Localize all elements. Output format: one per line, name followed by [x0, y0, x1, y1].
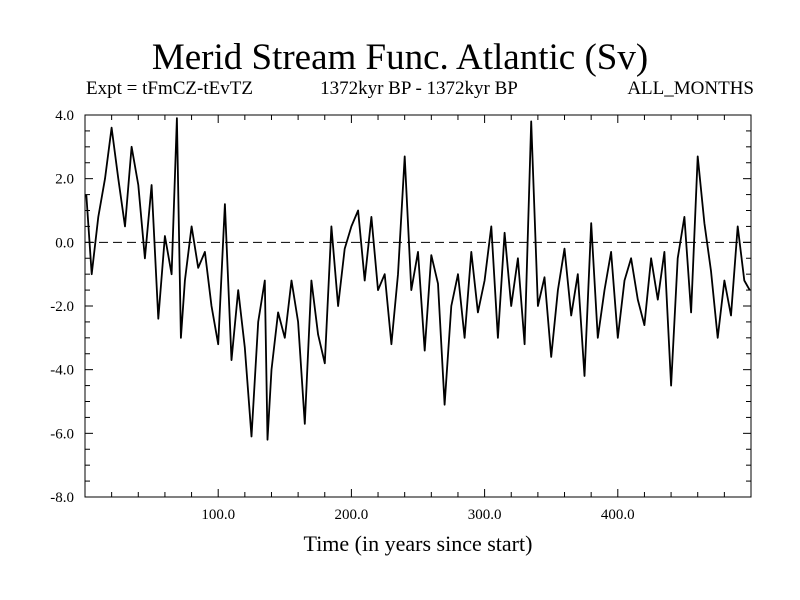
y-tick-label: 2.0 — [55, 172, 74, 188]
y-tick-label: -8.0 — [50, 490, 74, 506]
x-tick-label: 200.0 — [335, 507, 369, 523]
y-tick-label: -4.0 — [50, 363, 74, 379]
y-tick-label: 0.0 — [55, 235, 74, 251]
series-line — [85, 117, 751, 441]
chart-title: Merid Stream Func. Atlantic (Sv) — [151, 37, 649, 78]
period-label: 1372kyr BP - 1372kyr BP — [320, 78, 518, 99]
x-axis-label: Time (in years since start) — [304, 531, 533, 556]
x-tick-label: 300.0 — [468, 507, 502, 523]
plot-frame — [84, 114, 752, 498]
experiment-label: Expt = tFmCZ-tEvTZ — [86, 78, 253, 99]
months-label: ALL_MONTHS — [627, 78, 754, 99]
y-tick-label: 4.0 — [55, 108, 74, 124]
x-tick-label: 400.0 — [601, 507, 635, 523]
x-tick-label: 100.0 — [201, 507, 235, 523]
y-tick-label: -2.0 — [50, 299, 74, 315]
y-tick-label: -6.0 — [50, 426, 74, 442]
